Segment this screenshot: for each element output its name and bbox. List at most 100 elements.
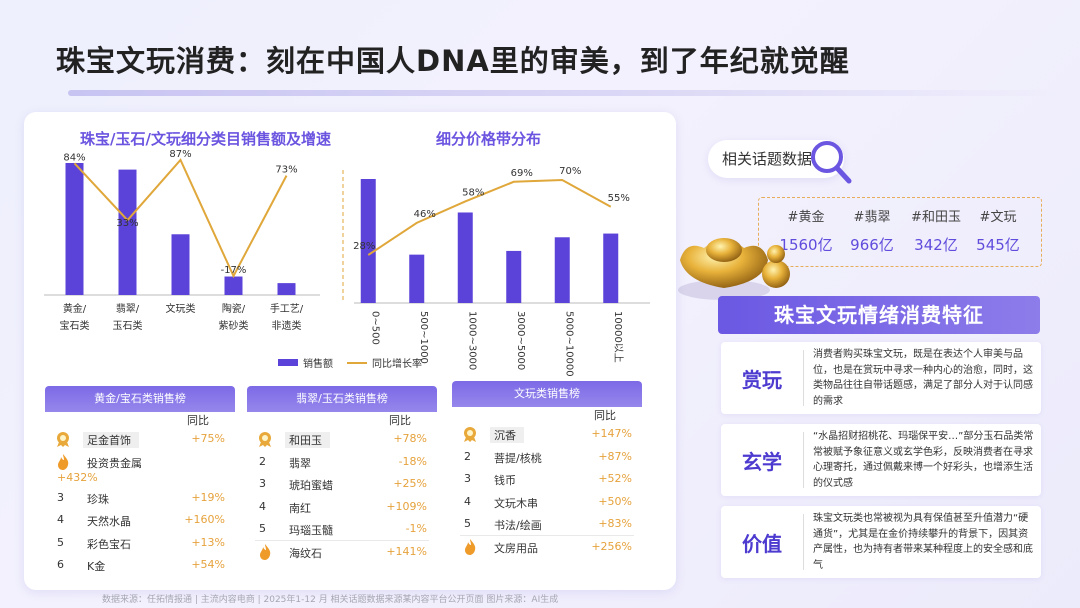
rank-item-yoy: +13% [191,535,225,549]
topic-item: #文玩 545亿 [965,206,1031,255]
flame-icon [255,543,275,561]
rank-item-name: 翡翠 [289,456,311,470]
ranking-row: 和田玉 +78% [247,428,437,451]
topic-value: 1560亿 [779,236,833,254]
rank-number: 4 [464,494,471,508]
rank-item-name: 海纹石 [289,546,322,560]
feature-divider [803,514,804,570]
ranking-row: 3 琥珀蜜蜡 +25% [247,473,437,496]
ranking-box: 翡翠/玉石类销售榜 同比和田玉 +78% 2 翡翠 -18% 3 琥珀蜜蜡 +25% 4 南红 +10… [247,386,437,563]
ranking-row: 4 文玩木串 +50% [452,491,642,514]
ranking-title: 黄金/宝石类销售榜 [45,386,235,412]
legend-bar-label: 销售额 [303,359,333,370]
ranking-row: 5 彩色宝石 +13% [45,532,235,555]
rank-item-name: 珍珠 [87,492,109,506]
rank-item-yoy: -18% [398,454,427,468]
ranking-row: 文房用品 +256% [452,536,642,559]
rank-item-yoy: +109% [386,499,427,513]
data-label: 73% [275,165,297,176]
rank-number: 4 [57,513,64,526]
ranking-box: 黄金/宝石类销售榜 同比 足金首饰 +75% 投资贵金属 +432% 3 珍珠 +19% 4 天然水… [45,386,235,577]
rank-item-name: 天然水晶 [87,515,131,528]
rank-number: 5 [464,517,471,530]
row-divider [255,539,429,541]
topic-value: 342亿 [914,236,958,254]
rank-item-yoy: +432% [57,470,98,484]
data-label: 69% [511,168,533,179]
ranking-row: 足金首饰 +75% [45,428,235,451]
rank-item-yoy: +147% [591,427,632,440]
feature-label: 价值 [742,531,782,556]
category-sales-chart: 黄金/宝石类 翡翠/玉石类 文玩类 陶瓷/紫砂类 手工艺/非遗类 84% 33% 87% -17… [44,149,344,332]
ranking-col-header: 同比 [247,412,437,428]
bar [457,212,473,303]
rank-item-yoy: +25% [393,477,427,490]
feature-divider [803,432,804,488]
chart-legend: 销售额 同比增长率 [278,355,422,370]
feature-card: 玄学 “水晶招财招桃花、玛瑙保平安…”部分玉石品类常常被赋予象征意义或玄学色彩，… [721,424,1041,496]
gold-ingot-image [678,238,790,300]
data-label: 33% [116,218,138,229]
ranking-row: 2 菩提/核桃 +87% [452,446,642,469]
rank-number: 5 [57,535,64,549]
data-label: 46% [414,209,436,220]
rank-item-yoy: +87% [598,449,632,463]
rank-item-name: 彩色宝石 [87,537,131,551]
medal-icon [53,430,73,448]
ranking-row: 3 珍珠 +19% [45,487,235,510]
bar [171,234,190,295]
data-label: 87% [169,149,191,160]
x-tick-label: 非遗类 [272,319,302,332]
legend-bar-swatch [278,359,298,366]
rank-item-name: 书法/绘画 [494,519,542,532]
price-band-chart: 0~500 500~1000 1000~3000 3000~5000 5000~1000… [353,166,650,377]
rank-item-name: 玛瑙玉髓 [289,524,333,537]
rank-number: 2 [259,454,266,468]
rank-item-name: 南红 [289,501,311,515]
rank-item-yoy: +50% [598,494,632,508]
rank-number: 3 [57,490,64,504]
rank-item-name: 文玩木串 [494,496,538,510]
row-divider [460,534,634,536]
ranking-col-header: 同比 [45,412,235,428]
topic-item: #和田玉 342亿 [903,206,969,255]
rank-item-name: 足金首饰 [83,432,139,448]
bar [118,169,137,295]
legend-line-swatch [347,361,367,364]
ranking-row: 海纹石 +141% [247,541,437,564]
rank-item-yoy: +141% [386,544,427,558]
flame-icon [460,538,480,556]
topic-data-box: #黄金 1560亿 #翡翠 966亿 #和田玉 342亿 #文玩 545亿 [758,197,1042,267]
x-tick-label: 宝石类 [60,319,90,332]
bar [506,250,522,303]
title-underline [68,90,1068,96]
bar [603,233,619,303]
bar [65,163,84,295]
ranking-row: 沉香 +147% [452,423,642,446]
data-label: 70% [559,166,581,177]
yoy-header: 同比 [594,409,616,422]
x-tick-label: 手工艺/ [270,302,304,315]
rank-item-yoy: -1% [405,522,427,535]
chart2-title: 细分价格带分布 [436,130,542,148]
rank-number: 2 [464,449,471,463]
rank-item-name: 和田玉 [285,432,330,448]
bar [360,179,376,303]
topic-item: #黄金 1560亿 [773,206,839,255]
ranking-row: 5 玛瑙玉髓 -1% [247,518,437,541]
rank-item-yoy: +78% [393,432,427,445]
rank-number: 4 [259,499,266,513]
x-tick-label: 黄金/ [63,302,87,315]
feature-desc: “水晶招财招桃花、玛瑙保平安…”部分玉石品类常常被赋予象征意义或玄学色彩，反映消… [813,431,1034,489]
topic-value: 966亿 [850,236,894,254]
feature-desc: 消费者购买珠宝文玩，既是在表达个人审美与品位，也是在赏玩中寻求一种内心的治愈，同… [813,349,1033,407]
data-label: 55% [608,193,630,204]
feature-label: 玄学 [742,449,782,474]
topic-label: 相关话题数据 [722,150,813,168]
flame-icon [53,453,73,471]
ranking-title: 翡翠/玉石类销售榜 [247,386,437,412]
yoy-header: 同比 [187,414,209,427]
data-label: -17% [221,265,247,276]
x-tick-label: 10000以上 [612,311,624,363]
ranking-title: 文玩类销售榜 [452,381,642,407]
